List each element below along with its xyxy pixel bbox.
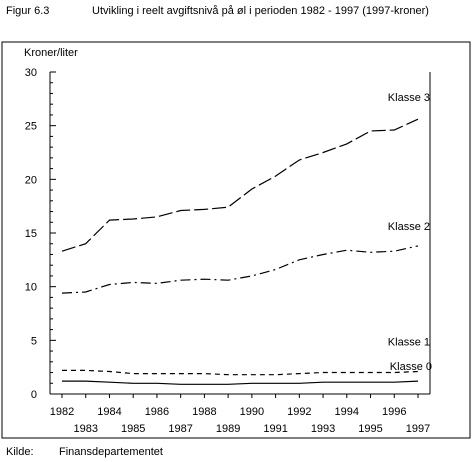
x-tick-label: 1982 [50, 406, 74, 418]
series-line-klasse-2 [61, 245, 419, 294]
source-label: Kilde: [6, 446, 34, 458]
series-labels: Klasse 3 Klasse 2 Klasse 1 Klasse 0 [388, 92, 432, 373]
x-tick-label: 1986 [145, 406, 169, 418]
series-label: Klasse 2 [388, 221, 430, 233]
series-line-klasse-3 [61, 118, 419, 252]
x-tick-label: 1988 [192, 406, 216, 418]
chart-frame [1, 41, 471, 439]
x-tick-label: 1987 [168, 423, 192, 435]
x-tick-label: 1984 [97, 406, 121, 418]
x-tick-label: 1990 [240, 406, 264, 418]
y-tick-label: 15 [25, 228, 37, 240]
source-value: Finansdepartementet [59, 446, 163, 458]
x-tick-label: 1985 [121, 423, 145, 435]
series-line-klasse-1 [62, 369, 419, 376]
x-tick-label: 1991 [263, 423, 287, 435]
y-tick-label: 25 [25, 121, 37, 133]
x-tick-label: 1996 [382, 406, 406, 418]
figure-title: Utvikling i reelt avgiftsnivå på øl i pe… [92, 5, 429, 17]
y-axis-label: Kroner/liter [24, 47, 78, 59]
figure-number: Figur 6.3 [6, 5, 50, 17]
series-label: Klasse 0 [390, 361, 432, 373]
series-layer [61, 118, 419, 385]
y-tick-label: 30 [25, 67, 37, 79]
series-line-klasse-0 [62, 380, 419, 385]
x-tick-label: 1995 [358, 423, 382, 435]
series-label: Klasse 1 [388, 336, 430, 348]
x-tick-label: 1989 [216, 423, 240, 435]
y-tick-label: 10 [25, 282, 37, 294]
source-note: Kilde: Finansdepartementet [6, 446, 163, 458]
y-tick-label: 0 [31, 389, 37, 401]
series-label: Klasse 3 [388, 92, 430, 104]
x-tick-label: 1983 [73, 423, 97, 435]
x-tick-label: 1993 [311, 423, 335, 435]
x-tick-label: 1997 [406, 423, 430, 435]
y-tick-label: 5 [31, 335, 37, 347]
x-tick-label: 1992 [287, 406, 311, 418]
y-tick-label: 20 [25, 174, 37, 186]
x-tick-label: 1994 [335, 406, 359, 418]
